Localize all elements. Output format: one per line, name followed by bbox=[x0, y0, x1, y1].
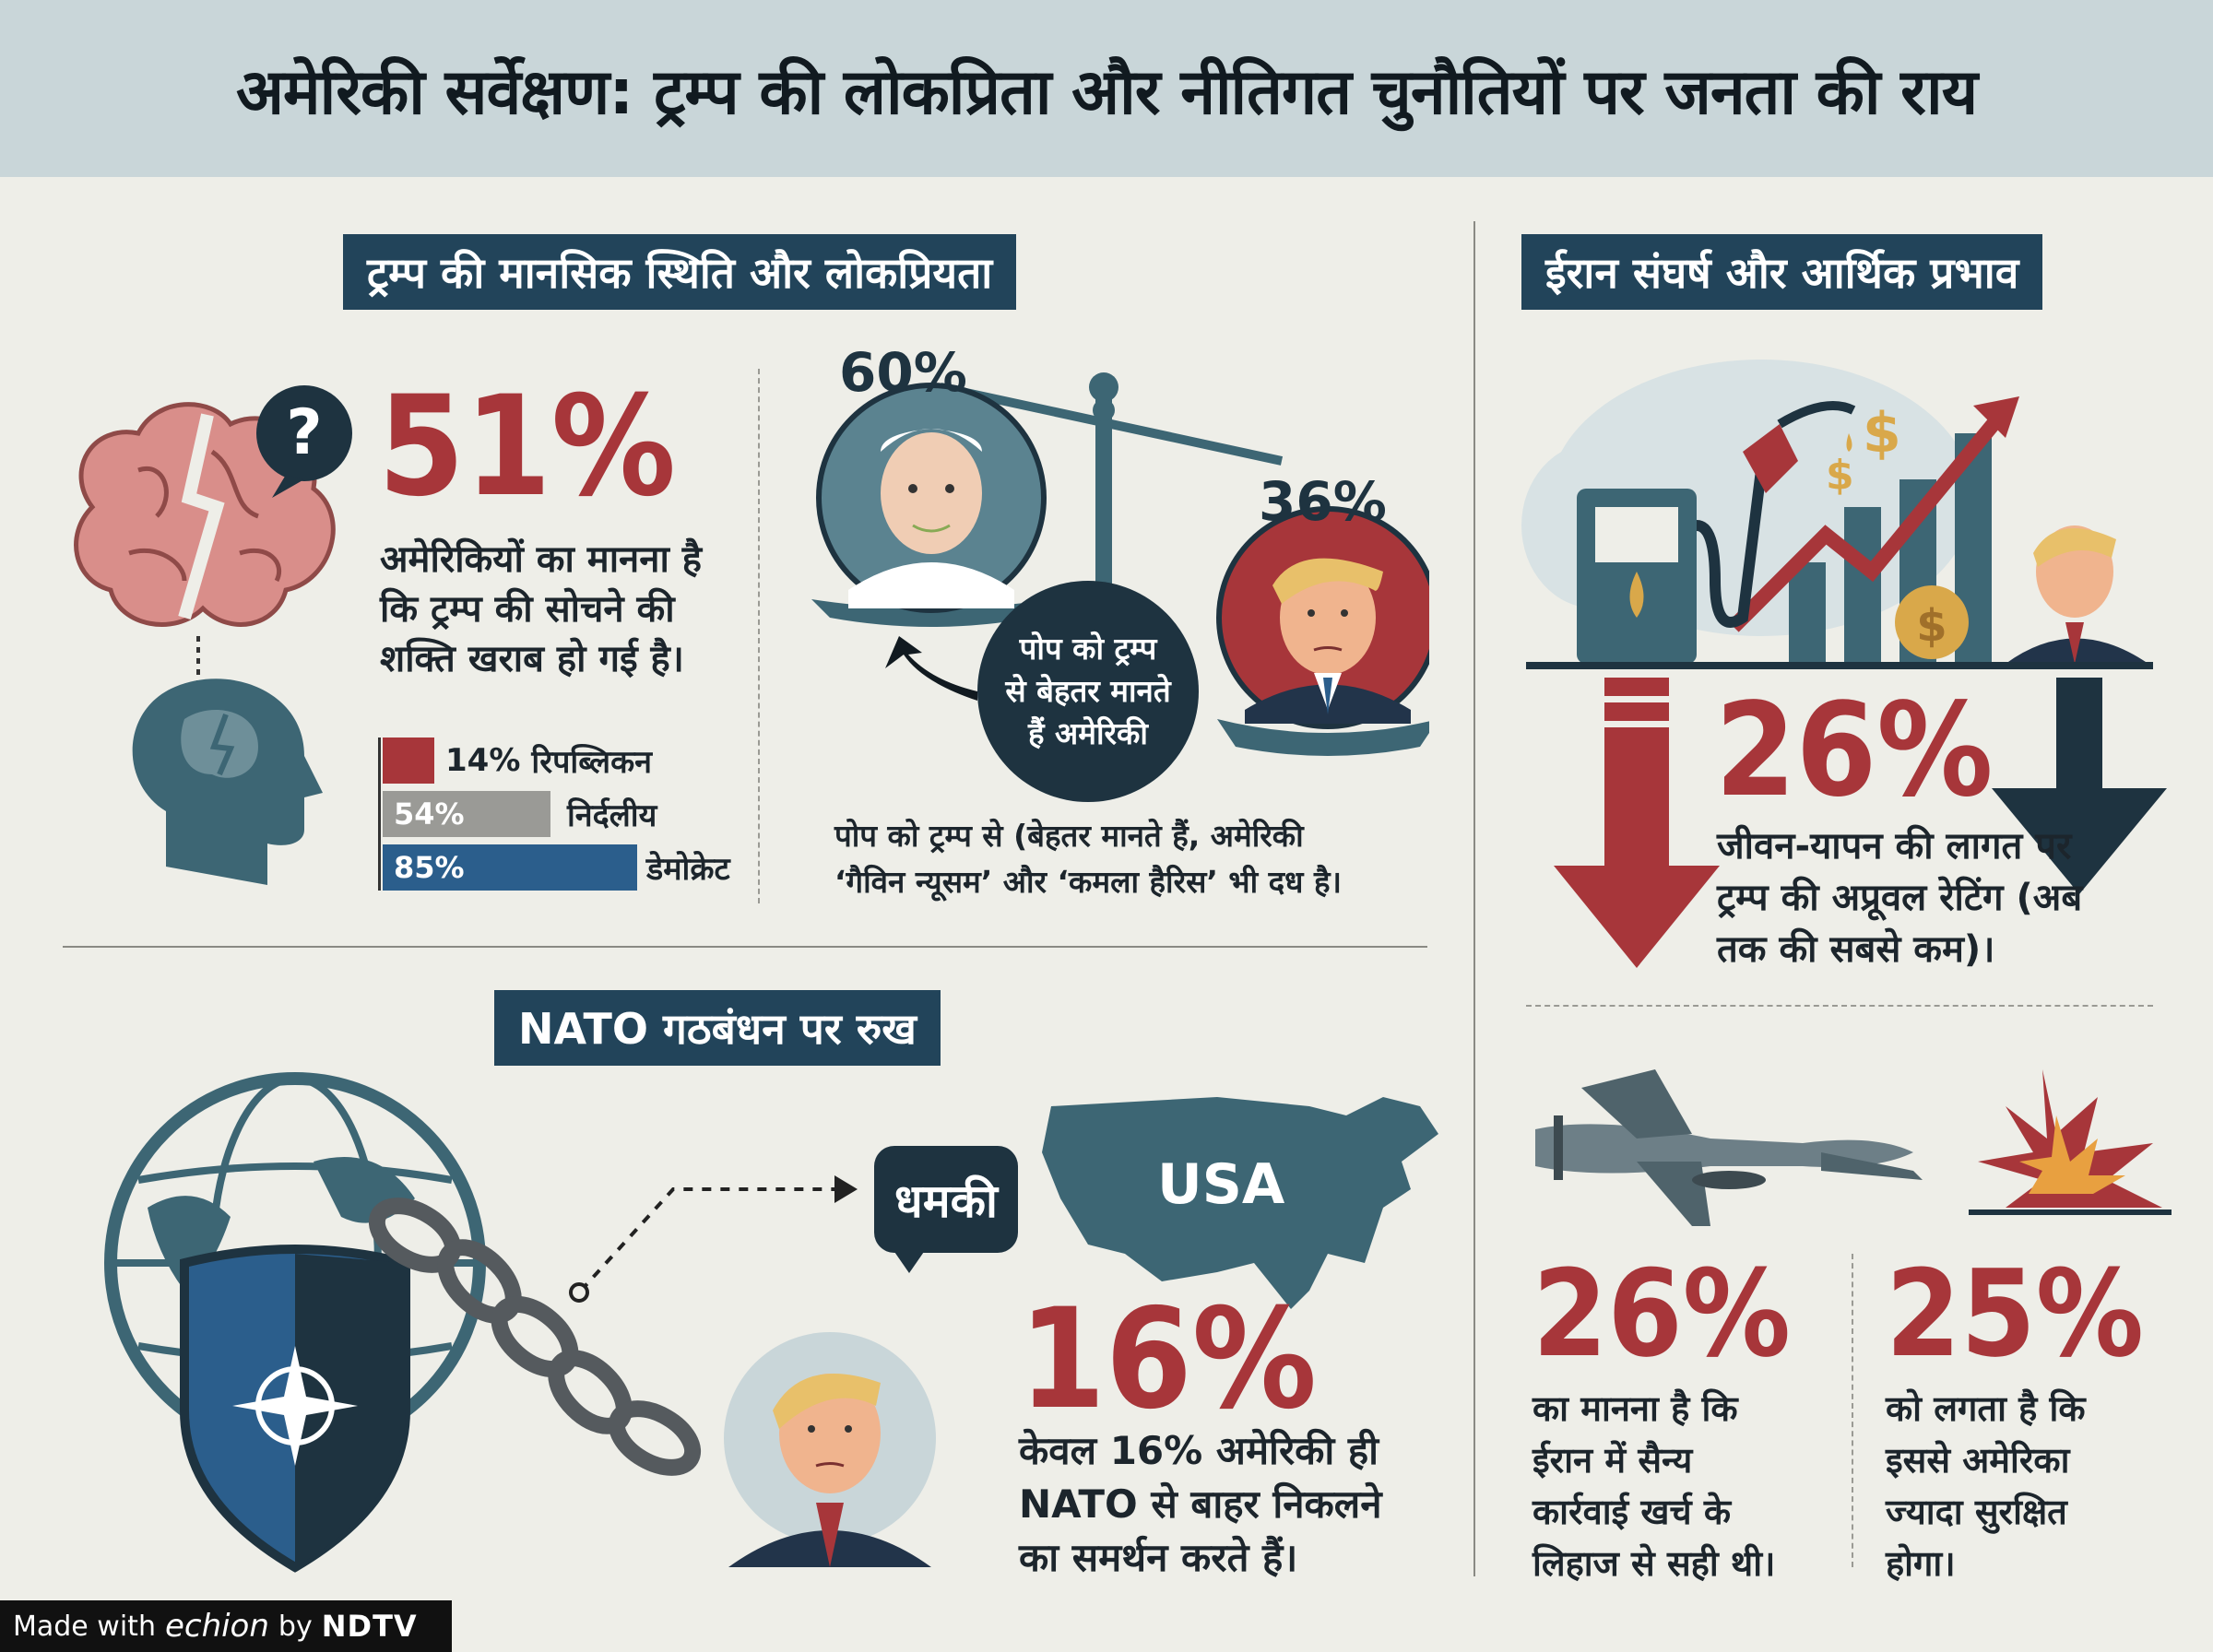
bar-row-democrat: 85% डेमोक्रेट bbox=[383, 844, 747, 891]
economy-illustration: $ $ $ bbox=[1521, 360, 2167, 968]
svg-text:$: $ bbox=[1826, 452, 1854, 499]
vertical-divider bbox=[1473, 221, 1475, 1576]
bar-row-republican: 14% रिपब्लिकन bbox=[383, 738, 747, 784]
scale-illustration bbox=[811, 372, 1429, 784]
iran-text-safety: को लगता है कि इससे अमेरिका ज्यादा सुरक्ष… bbox=[1886, 1383, 2086, 1589]
fuel-pump-icon bbox=[1577, 401, 1856, 664]
military-illustration bbox=[1535, 1069, 2172, 1226]
usa-label: USA bbox=[1157, 1152, 1285, 1217]
trump-portrait-icon bbox=[724, 1332, 936, 1567]
iran-text-line: तक की सबसे कम)। bbox=[1717, 928, 1995, 971]
nato-illustration bbox=[104, 1072, 936, 1573]
bubble-line: पोप को ट्रम्प bbox=[1019, 631, 1157, 667]
bar-value: 85% bbox=[394, 850, 465, 885]
threat-label: धमकी bbox=[894, 1174, 998, 1228]
horizontal-divider bbox=[63, 946, 1427, 948]
pope-bubble: पोप को ट्रम्प से बेहतर मानते हैं अमेरिकी bbox=[977, 581, 1199, 802]
svg-text:?: ? bbox=[286, 396, 322, 469]
pope-portrait-icon bbox=[816, 383, 1047, 613]
iran-text-line: जीवन-यापन की लागत पर bbox=[1717, 825, 2072, 867]
nato-text-line: NATO से बाहर निकलने bbox=[1019, 1481, 1382, 1527]
threat-bubble: धमकी bbox=[874, 1146, 1018, 1253]
mental-text: अमेरिकियों का मानना है कि ट्रम्प की सोचन… bbox=[380, 535, 702, 684]
bar-independent: 54% bbox=[383, 791, 550, 837]
iran-stat-cost: 26% bbox=[1533, 1244, 1791, 1384]
iran-text-line: इससे अमेरिका bbox=[1886, 1440, 2070, 1481]
pope-note: पोप को ट्रम्प से (बेहतर मानते हैं, अमेरि… bbox=[834, 813, 1342, 905]
pope-note-line: ‘गैविन न्यूसम’ और ‘कमला हैरिस’ भी दध है। bbox=[834, 864, 1342, 900]
svg-text:$: $ bbox=[1916, 600, 1947, 652]
threat-bubble-tail bbox=[893, 1249, 926, 1273]
pope-note-line: पोप को ट्रम्प से (बेहतर मानते हैं, अमेरि… bbox=[834, 818, 1304, 854]
party-bars: 14% रिपब्लिकन 54% निर्दलीय 85% डेमोक्रेट bbox=[378, 738, 747, 891]
iran-text-line: होगा। bbox=[1886, 1543, 1956, 1584]
horizontal-divider-dashed bbox=[1526, 1005, 2153, 1007]
usa-map-icon bbox=[1042, 1097, 1438, 1309]
footer-credit: Made with echion by NDTV bbox=[0, 1600, 452, 1652]
section-label-nato: NATO गठबंधन पर रुख bbox=[494, 990, 941, 1066]
bubble-line: हैं अमेरिकी bbox=[1028, 715, 1148, 751]
iran-text-line: लिहाज से सही थी। bbox=[1533, 1543, 1776, 1584]
down-arrow-icon bbox=[1992, 678, 2167, 894]
footer-brand: echion bbox=[164, 1608, 269, 1645]
dollar-icon: $ $ $ bbox=[1826, 401, 1969, 659]
question-icon: ? bbox=[256, 385, 352, 498]
trump-portrait-icon bbox=[2006, 525, 2148, 664]
bar-label: डेमोक्रेट bbox=[646, 851, 730, 888]
bar-republican bbox=[383, 738, 434, 784]
shield-icon bbox=[180, 1245, 410, 1573]
section-label-mental: ट्रम्प की मानसिक स्थिति और लोकप्रियता bbox=[343, 234, 1017, 310]
iran-text-line: का मानना है कि bbox=[1533, 1388, 1738, 1429]
explosion-icon bbox=[1969, 1069, 2172, 1215]
footer-ndtv: NDTV bbox=[321, 1609, 418, 1644]
page-title: अमेरिकी सर्वेक्षण: ट्रम्प की लोकप्रिता औ… bbox=[235, 55, 1978, 129]
trump-portrait-icon bbox=[1216, 506, 1429, 729]
drone-icon bbox=[1535, 1069, 1923, 1226]
bar-label: निर्दलीय bbox=[567, 797, 657, 834]
brain-head-illustration: ? bbox=[74, 385, 352, 885]
nato-text-line: केवल 16% अमेरिकी ही bbox=[1019, 1428, 1379, 1473]
bar-democrat: 85% bbox=[383, 844, 637, 891]
mental-text-line: अमेरिकियों का मानना है bbox=[380, 538, 702, 581]
footer-by: by bbox=[278, 1610, 313, 1643]
iran-stat-divider bbox=[1852, 1254, 1853, 1567]
iran-text-cost: का मानना है कि ईरान में सैन्य कार्रवाई ख… bbox=[1533, 1383, 1775, 1589]
pope-percentage: 60% bbox=[839, 341, 967, 404]
section-label-iran: ईरान संघर्ष और आर्थिक प्रभाव bbox=[1521, 234, 2043, 310]
mental-text-line: कि ट्रम्प की सोचने की bbox=[380, 588, 675, 631]
nato-text: केवल 16% अमेरिकी ही NATO से बाहर निकलने … bbox=[1019, 1424, 1382, 1585]
trump-percentage: 36% bbox=[1259, 470, 1387, 533]
bar-value: 54% bbox=[394, 796, 465, 832]
iran-text-line: ज्यादा सुरक्षित bbox=[1886, 1492, 2067, 1532]
mental-stat: 51% bbox=[378, 367, 676, 527]
vertical-divider-dashed bbox=[758, 369, 760, 903]
iran-stat-approval: 26% bbox=[1715, 676, 1994, 826]
iran-stat-safety: 25% bbox=[1886, 1244, 2144, 1384]
nato-text-line: का समर्थन करते हैं। bbox=[1019, 1535, 1298, 1580]
nato-stat: 16% bbox=[1019, 1280, 1317, 1440]
chart-arrow-icon bbox=[1728, 396, 2019, 664]
iran-text-approval: जीवन-यापन की लागत पर ट्रम्प की अप्रूवल र… bbox=[1717, 820, 2082, 975]
iran-text-line: ईरान में सैन्य bbox=[1533, 1440, 1693, 1481]
title-banner: अमेरिकी सर्वेक्षण: ट्रम्प की लोकप्रिता औ… bbox=[0, 0, 2213, 177]
head-icon bbox=[132, 678, 323, 885]
bar-label: रिपब्लिकन bbox=[531, 744, 653, 781]
iran-text-line: को लगता है कि bbox=[1886, 1388, 2086, 1429]
bar-value: 14% bbox=[445, 742, 521, 779]
bar-row-independent: 54% निर्दलीय bbox=[383, 791, 747, 837]
down-arrow-icon bbox=[1554, 678, 1720, 968]
bubble-line: से बेहतर मानते bbox=[1005, 673, 1171, 709]
svg-text:$: $ bbox=[1863, 401, 1901, 466]
chain-icon bbox=[368, 1198, 702, 1476]
footer-made-with: Made with bbox=[13, 1610, 156, 1643]
iran-text-line: कार्रवाई खर्च के bbox=[1533, 1492, 1732, 1532]
iran-text-line: ट्रम्प की अप्रूवल रेटिंग (अब bbox=[1717, 877, 2083, 919]
mental-text-line: शक्ति खराब हो गई है। bbox=[380, 638, 684, 680]
